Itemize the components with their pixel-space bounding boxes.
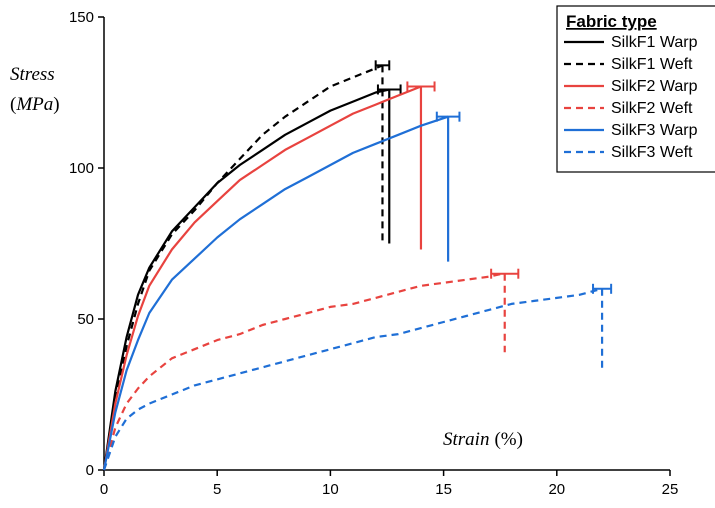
series-line	[102, 272, 503, 471]
series-line	[102, 287, 603, 471]
plot-area: 0 5 10 15 20 25 0 50 100 150	[69, 9, 678, 498]
series-line	[102, 64, 383, 471]
legend-entry: SilkF3 Weft	[564, 144, 693, 161]
y-axis-unit-text: MPa	[15, 94, 53, 115]
x-axis-label: Strain	[443, 429, 489, 450]
x-tick-label: 10	[322, 481, 339, 498]
legend-title: Fabric type	[566, 12, 657, 31]
y-tick-label: 150	[69, 9, 94, 26]
legend: Fabric type SilkF1 Warp SilkF1 Weft SilkF2…	[556, 5, 715, 173]
x-tick-label: 5	[213, 481, 221, 498]
legend-entries: SilkF1 Warp SilkF1 Weft SilkF2 Warp SilkF2 …	[564, 34, 698, 161]
series-silkf2-weft	[102, 268, 520, 471]
legend-box	[556, 5, 715, 173]
y-tick-label: 50	[77, 311, 94, 328]
x-tick-label: 25	[662, 481, 679, 498]
x-ticks: 0 5 10 15 20 25	[100, 470, 679, 498]
legend-label: SilkF2 Warp	[611, 78, 698, 95]
legend-entry: SilkF2 Warp	[564, 78, 698, 95]
legend-label: SilkF1 Warp	[611, 34, 698, 51]
legend-entry: SilkF1 Weft	[564, 56, 693, 73]
x-axis-title: Strain (%)	[443, 429, 523, 450]
y-axis-unit: (MPa)	[10, 94, 60, 115]
series-silkf2-warp	[102, 81, 436, 471]
legend-label: SilkF3 Warp	[611, 122, 698, 139]
x-tick-label: 0	[100, 481, 108, 498]
legend-label: SilkF3 Weft	[611, 144, 693, 161]
legend-entry: SilkF1 Warp	[564, 34, 698, 51]
y-ticks: 0 50 100 150	[69, 9, 104, 479]
legend-label: SilkF1 Weft	[611, 56, 693, 73]
y-tick-label: 100	[69, 160, 94, 177]
y-axis-title: Stress (MPa)	[10, 64, 60, 115]
legend-label: SilkF2 Weft	[611, 100, 693, 117]
x-axis-unit: (%)	[494, 429, 522, 450]
series-silkf3-warp	[102, 111, 461, 471]
x-axis-label-group: Strain (%)	[443, 429, 523, 450]
y-axis-label: Stress	[10, 64, 55, 85]
series-silkf1-weft	[102, 60, 391, 471]
x-tick-label: 20	[548, 481, 565, 498]
series-line	[102, 115, 449, 471]
y-tick-label: 0	[86, 462, 94, 479]
series-line	[102, 85, 422, 471]
series-silkf3-weft	[102, 283, 613, 471]
series-line	[102, 88, 390, 471]
legend-entry: SilkF2 Weft	[564, 100, 693, 117]
series-silkf1-warp	[102, 84, 402, 471]
series-layer	[102, 60, 613, 471]
x-tick-label: 15	[435, 481, 452, 498]
legend-entry: SilkF3 Warp	[564, 122, 698, 139]
